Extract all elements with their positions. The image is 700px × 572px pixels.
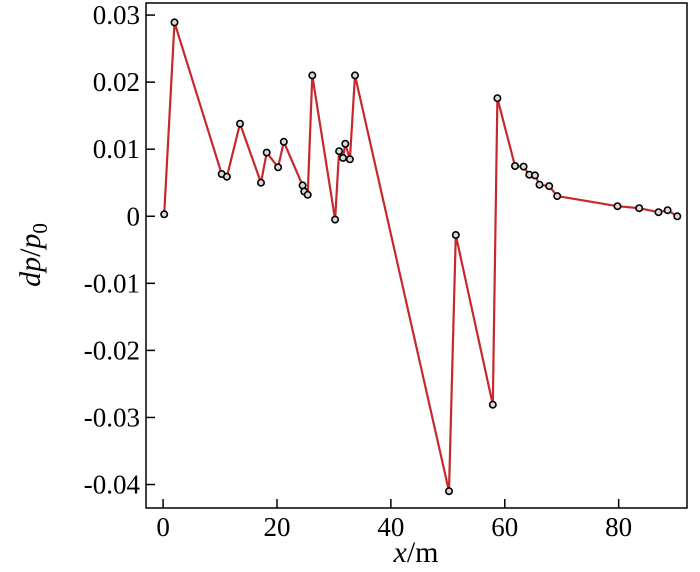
data-point: [530, 171, 539, 180]
markers: [160, 18, 682, 496]
data-point: [654, 208, 663, 217]
data-point: [545, 182, 554, 191]
data-point: [345, 155, 354, 164]
data-point: [341, 139, 350, 148]
data-point: [444, 487, 453, 496]
data-point: [493, 94, 502, 103]
tick-labels: 0.03 0.02 0.01 0 -0.01 -0.02 -0.03 -0.04 0 20 40 60…: [84, 0, 632, 542]
data-point: [279, 137, 288, 146]
data-point: [331, 215, 340, 224]
data-point: [170, 18, 179, 27]
data-point: [335, 147, 344, 156]
series-line: [163, 21, 678, 493]
x-axis-title: x/m: [393, 536, 439, 569]
y-tick-label: 0.01: [93, 134, 140, 164]
y-tick-label: -0.03: [84, 402, 140, 432]
data-point: [222, 172, 231, 181]
data-point: [338, 153, 347, 162]
x-tick-label: 0: [156, 512, 170, 542]
data-point: [236, 119, 245, 128]
y-tick-label: 0.03: [93, 0, 140, 30]
x-tick-label: 80: [605, 512, 632, 542]
plot-frame: [145, 2, 688, 509]
data-point: [350, 71, 359, 80]
data-point: [308, 71, 317, 80]
ticks: [146, 14, 620, 508]
data-point: [160, 210, 169, 219]
data-point: [635, 204, 644, 213]
data-point: [488, 400, 497, 409]
data-point: [262, 148, 271, 157]
x-tick-label: 20: [263, 512, 290, 542]
y-tick-label: -0.04: [84, 470, 141, 500]
y-tick-label: 0: [127, 201, 141, 231]
data-point: [451, 231, 460, 240]
data-point: [256, 178, 265, 187]
y-tick-label: -0.01: [84, 268, 140, 298]
x-tick-label: 60: [491, 512, 518, 542]
data-point: [274, 163, 283, 172]
data-point: [673, 212, 682, 221]
data-point: [553, 192, 562, 201]
x-tick-label: 40: [377, 512, 404, 542]
data-point: [613, 202, 622, 211]
data-point: [519, 162, 528, 171]
y-axis-title: dp/p0: [14, 223, 52, 287]
data-point: [535, 180, 544, 189]
data-point: [303, 190, 312, 199]
y-tick-label: -0.02: [84, 335, 140, 365]
data-point: [663, 206, 672, 215]
data-point: [510, 162, 519, 171]
y-tick-label: 0.02: [93, 67, 140, 97]
